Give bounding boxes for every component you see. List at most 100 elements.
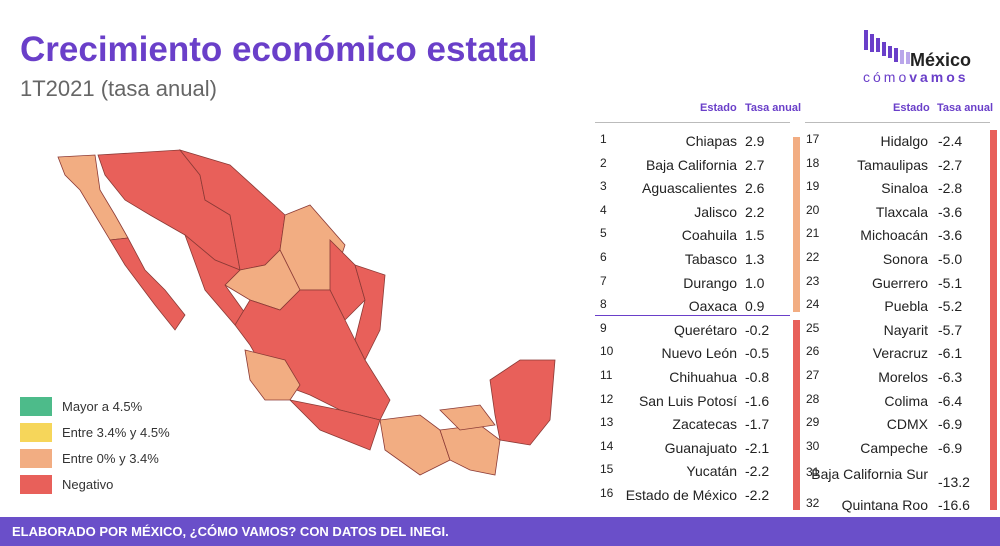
rate: -0.8 xyxy=(745,369,770,385)
state: Coahuila xyxy=(681,227,737,244)
rate: -2.2 xyxy=(745,463,770,480)
table-header: Estado xyxy=(893,102,930,114)
rate: -5.7 xyxy=(938,321,963,338)
state: Colima xyxy=(884,392,928,409)
logo-tagline-light: cómo xyxy=(863,69,910,85)
rate: -5.1 xyxy=(938,274,963,291)
rate: -1.7 xyxy=(745,416,770,433)
rank: 6 xyxy=(600,250,607,264)
rate: 2.6 xyxy=(745,180,765,197)
rate: -6.9 xyxy=(938,440,963,456)
state: Sinaloa xyxy=(881,180,928,197)
legend-swatch xyxy=(20,475,52,494)
state: Puebla xyxy=(884,298,928,315)
state: CDMX xyxy=(886,416,928,433)
rank: 28 xyxy=(806,391,820,406)
rate: -13.2 xyxy=(938,474,970,490)
legend-swatch xyxy=(20,423,52,442)
logo-tagline: cómovamos xyxy=(863,69,969,85)
state: Campeche xyxy=(860,440,928,456)
state: Nayarit xyxy=(883,321,928,338)
state: Baja California xyxy=(645,156,737,173)
table-header: Estado xyxy=(700,102,737,114)
state: Guerrero xyxy=(871,274,928,291)
rank: 12 xyxy=(600,391,614,406)
rate: -1.6 xyxy=(745,392,770,409)
rank: 21 xyxy=(806,226,820,241)
rank: 26 xyxy=(806,344,820,359)
rank: 2 xyxy=(600,155,607,170)
state: Baja California Sur xyxy=(811,466,928,482)
rank: 30 xyxy=(806,439,820,453)
state: Veracruz xyxy=(872,345,928,362)
state: Tlaxcala xyxy=(875,203,928,220)
state: Quintana Roo xyxy=(841,497,928,513)
table-header: Tasa anual xyxy=(937,102,994,114)
rank: 29 xyxy=(806,415,820,430)
legend-label: Entre 0% y 3.4% xyxy=(62,451,159,466)
rate: 2.9 xyxy=(745,133,765,149)
rank: 8 xyxy=(600,297,607,312)
legend-swatch xyxy=(20,397,52,416)
rank: 1 xyxy=(600,132,607,146)
legend-label: Mayor a 4.5% xyxy=(62,399,143,414)
state: Michoacán xyxy=(860,227,928,244)
rank: 3 xyxy=(600,179,607,194)
state: Zacatecas xyxy=(672,416,737,433)
logo-tagline-bold: vamos xyxy=(909,69,969,85)
state: Chiapas xyxy=(685,133,737,149)
rank: 5 xyxy=(600,226,607,241)
group-bar xyxy=(793,137,800,312)
rate: -2.2 xyxy=(745,487,770,503)
state: Guanajuato xyxy=(664,439,737,456)
rank: 25 xyxy=(806,320,820,335)
legend-swatch xyxy=(20,449,52,468)
rank: 10 xyxy=(600,344,614,359)
rank: 23 xyxy=(806,273,820,288)
rank: 22 xyxy=(806,250,820,264)
rate: -16.6 xyxy=(938,497,970,513)
state: San Luis Potosí xyxy=(638,392,737,409)
state: Tamaulipas xyxy=(857,156,928,173)
state: Morelos xyxy=(878,369,928,385)
logo-name: México xyxy=(910,50,972,70)
logo-icon xyxy=(864,30,910,64)
footer-text: ELABORADO POR MÉXICO, ¿CÓMO VAMOS? CON D… xyxy=(12,524,449,539)
table-header: Tasa anual xyxy=(745,102,802,114)
rate: -0.5 xyxy=(745,345,770,362)
rate: -6.9 xyxy=(938,416,963,433)
rate: 2.7 xyxy=(745,156,765,173)
map xyxy=(57,149,556,476)
state: Jalisco xyxy=(694,203,737,220)
rate: -2.4 xyxy=(938,133,963,149)
rank: 7 xyxy=(600,273,607,288)
table-rule xyxy=(595,122,790,123)
rate: -3.6 xyxy=(938,227,963,244)
rank: 31 xyxy=(806,465,820,479)
state: Oaxaca xyxy=(688,298,737,315)
rate: -2.1 xyxy=(745,439,770,456)
rank: 17 xyxy=(806,132,820,146)
rank: 14 xyxy=(600,438,614,453)
rate: -2.8 xyxy=(938,180,963,197)
subtitle: 1T2021 (tasa anual) xyxy=(20,76,217,101)
rank: 16 xyxy=(600,486,614,500)
state: Tabasco xyxy=(684,251,737,267)
state: Querétaro xyxy=(673,321,737,338)
rate: 1.3 xyxy=(745,251,765,267)
rate: -0.2 xyxy=(745,321,770,338)
rate: -2.7 xyxy=(938,156,963,173)
group-bar xyxy=(990,130,997,510)
title: Crecimiento económico estatal xyxy=(20,30,538,69)
rate: 0.9 xyxy=(745,298,765,315)
legend-label: Negativo xyxy=(62,477,114,492)
state: Nuevo León xyxy=(661,345,737,362)
group-bar xyxy=(793,320,800,510)
rank: 4 xyxy=(600,202,607,217)
rank: 18 xyxy=(806,155,820,170)
state: Hidalgo xyxy=(880,133,928,149)
rank: 20 xyxy=(806,202,820,217)
rank: 27 xyxy=(806,368,820,382)
rate: 2.2 xyxy=(745,203,765,220)
